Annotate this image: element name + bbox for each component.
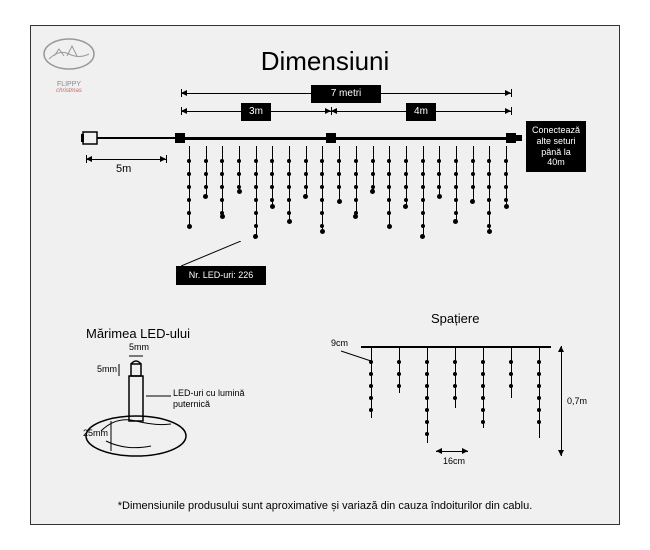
strand <box>406 146 407 206</box>
spacing-title: Spațiere <box>431 311 479 326</box>
lead-cable <box>109 137 181 139</box>
strand <box>456 146 457 221</box>
drop-label: 9cm <box>331 338 348 348</box>
strand <box>439 146 440 196</box>
led-note: LED-uri cu lumină puternică <box>173 388 253 410</box>
spacing-cable <box>361 346 551 348</box>
led-count-label: Nr. LED-uri: 226 <box>176 266 266 285</box>
strand <box>256 146 257 236</box>
strand <box>239 146 240 191</box>
spacing-strand <box>539 348 540 438</box>
led-w-label: 5mm <box>129 342 149 352</box>
page-title: Dimensiuni <box>31 46 619 77</box>
strand <box>306 146 307 196</box>
drop-callout <box>336 346 376 376</box>
height-arrow <box>561 346 562 456</box>
strand <box>222 146 223 216</box>
connector-left-icon <box>175 131 187 145</box>
connector-right-icon <box>506 131 524 145</box>
footnote: *Dimensiunile produsului sunt aproximati… <box>31 500 619 512</box>
diagram-frame: FLIPPY christmas Dimensiuni 7 metri 3m 4… <box>30 25 620 525</box>
strand <box>206 146 207 196</box>
dim-lead-arrow <box>86 159 166 160</box>
strand <box>356 146 357 216</box>
strand <box>373 146 374 191</box>
strand <box>506 146 507 206</box>
spacing-strand <box>455 348 456 408</box>
strand <box>389 146 390 226</box>
strand <box>473 146 474 201</box>
strand <box>489 146 490 231</box>
led-size-title: Mărimea LED-ului <box>86 326 190 341</box>
strand <box>322 146 323 231</box>
led-size-diagram: 5mm 5mm 25mm LED-uri cu lumină puternică <box>81 346 261 496</box>
spacing-strand <box>483 348 484 428</box>
strand <box>189 146 190 226</box>
connect-label: Conectează alte seturi până la 40m <box>526 121 586 172</box>
height-label: 0,7m <box>567 396 587 406</box>
strand <box>272 146 273 206</box>
spacing-strand <box>399 348 400 393</box>
spacing-diagram: 9cm 16cm 0,7m <box>331 326 581 496</box>
gap-arrow <box>436 451 468 452</box>
connector-mid-icon <box>326 131 338 145</box>
dim-total-label: 7 metri <box>311 85 381 103</box>
dim-seg2-label: 4m <box>406 103 436 121</box>
led-base-label: 25mm <box>83 428 108 438</box>
strand <box>339 146 340 201</box>
strand <box>289 146 290 221</box>
main-cable <box>181 137 511 140</box>
spacing-strand <box>427 348 428 443</box>
spacing-strand <box>511 348 512 398</box>
main-diagram: 7 metri 3m 4m 5m <box>81 91 561 291</box>
strand <box>423 146 424 236</box>
led-h-label: 5mm <box>97 364 117 374</box>
dim-lead-label: 5m <box>116 163 131 175</box>
power-plug-icon <box>81 126 111 151</box>
dim-seg1-label: 3m <box>241 103 271 121</box>
gap-label: 16cm <box>443 456 465 466</box>
